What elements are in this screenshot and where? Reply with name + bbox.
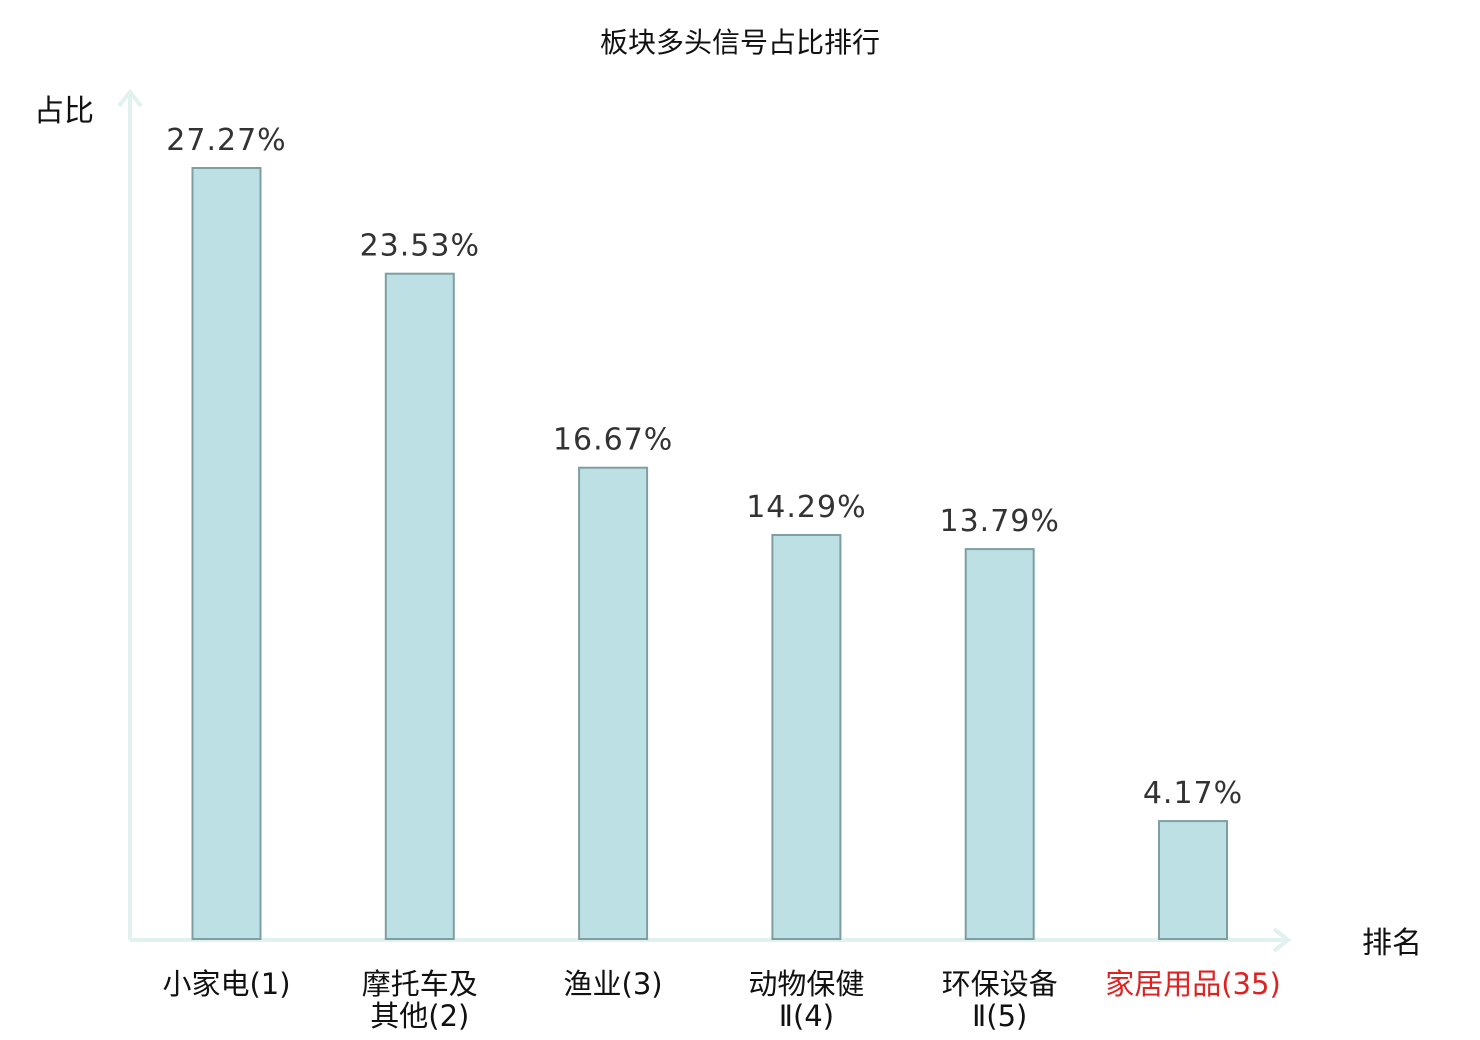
value-label-2: 23.53% xyxy=(360,229,480,264)
y-axis xyxy=(117,88,143,940)
value-label-6: 4.17% xyxy=(1143,776,1243,811)
category-label-4-line-2: Ⅱ(4) xyxy=(779,999,834,1033)
value-label-4: 14.29% xyxy=(746,490,866,525)
bar-6 xyxy=(1158,820,1228,940)
bar-2 xyxy=(384,272,455,940)
bar-1 xyxy=(191,167,262,940)
category-label-5-line-2: Ⅱ(5) xyxy=(972,999,1027,1033)
category-label-1-line-1: 小家电(1) xyxy=(162,967,290,1001)
x-axis-label: 排名 xyxy=(1362,926,1422,961)
category-label-5-line-1: 环保设备 xyxy=(942,967,1058,1001)
chart-title: 板块多头信号占比排行 xyxy=(600,26,880,59)
y-axis-label: 占比 xyxy=(34,94,94,129)
category-label-4-line-1: 动物保健 xyxy=(748,967,864,1001)
bar-series xyxy=(191,167,1228,940)
bar-4 xyxy=(771,534,842,940)
bar-3 xyxy=(578,466,649,940)
x-axis xyxy=(130,927,1292,953)
category-label-3-line-1: 渔业(3) xyxy=(564,967,663,1001)
category-label-2-line-1: 摩托车及 xyxy=(362,967,478,1001)
value-label-1: 27.27% xyxy=(166,123,286,158)
value-label-3: 16.67% xyxy=(553,423,673,458)
value-label-5: 13.79% xyxy=(940,504,1060,539)
bar-5 xyxy=(964,548,1035,940)
category-label-2-line-2: 其他(2) xyxy=(370,999,469,1033)
value-labels: 27.27% 23.53% 16.67% 14.29% 13.79% 4.17% xyxy=(166,123,1243,811)
category-label-6-line-1: 家居用品(35) xyxy=(1105,967,1281,1001)
